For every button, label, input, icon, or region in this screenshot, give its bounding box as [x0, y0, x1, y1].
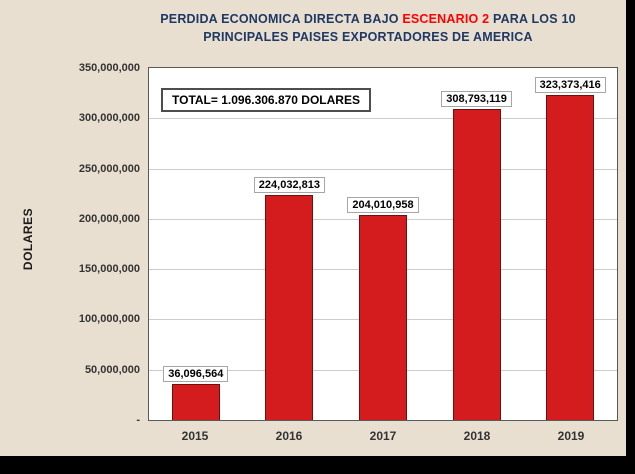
gridline	[149, 168, 617, 170]
x-axis-label-2017: 2017	[369, 429, 397, 443]
bar-2016	[265, 195, 314, 420]
x-axis-label-2016: 2016	[275, 429, 303, 443]
bar-value-label: 36,096,564	[163, 366, 229, 382]
bar-group-2016: 224,032,813	[243, 68, 337, 420]
chart-title: PERDIDA ECONOMICA DIRECTA BAJO ESCENARIO…	[108, 10, 628, 46]
bar-value-label: 204,010,958	[347, 197, 419, 213]
bar-value-label: 224,032,813	[253, 177, 325, 193]
x-axis-label-2018: 2018	[463, 429, 491, 443]
y-axis-title: DOLARES	[21, 207, 35, 271]
x-axis-label-2019: 2019	[557, 429, 585, 443]
bar-series: 36,096,564 224,032,813 204,010,958 308,793,…	[149, 68, 617, 420]
bar-2017	[358, 215, 407, 420]
y-axis-tick-label: 50,000,000	[84, 363, 140, 376]
plot-area: 36,096,564 224,032,813 204,010,958 308,793,…	[148, 67, 618, 421]
bar-group-2017: 204,010,958	[336, 68, 430, 420]
y-axis-tick-label: 250,000,000	[78, 162, 140, 175]
chart-title-line1-prefix: PERDIDA ECONOMICA DIRECTA BAJO	[160, 12, 403, 26]
chart-title-highlight: ESCENARIO 2	[402, 12, 490, 26]
chart-title-line2: PRINCIPALES PAISES EXPORTADORES DE AMERI…	[203, 30, 533, 44]
bar-2019	[546, 95, 595, 420]
bar-value-label: 323,373,416	[534, 77, 606, 93]
total-annotation-box: TOTAL= 1.096.306.870 DOLARES	[161, 88, 371, 112]
bar-2018	[452, 109, 501, 420]
y-axis-tick-label: 100,000,000	[78, 313, 140, 326]
bar-group-2019: 323,373,416	[523, 68, 617, 420]
gridline	[149, 118, 617, 120]
y-axis-tick-label: 150,000,000	[78, 263, 140, 276]
bar-value-label: 308,793,119	[441, 91, 512, 107]
bar-group-2015: 36,096,564	[149, 68, 243, 420]
y-axis-tick-label: 350,000,000	[78, 62, 140, 74]
chart-title-line1-suffix: PARA LOS 10	[489, 12, 576, 26]
x-axis-labels: 2015 2016 2017 2018 2019	[148, 429, 618, 443]
x-axis-label-2015: 2015	[181, 429, 209, 443]
y-axis-tick-label: 200,000,000	[78, 212, 140, 225]
y-axis-tick-labels: 350,000,000 300,000,000 250,000,000 200,000…	[46, 62, 140, 426]
bar-group-2018: 308,793,119	[430, 68, 524, 420]
chart-canvas: PERDIDA ECONOMICA DIRECTA BAJO ESCENARIO…	[0, 0, 626, 456]
bar-2015	[171, 384, 220, 420]
y-axis-tick-label: -	[136, 414, 140, 426]
y-axis-tick-label: 300,000,000	[78, 112, 140, 125]
